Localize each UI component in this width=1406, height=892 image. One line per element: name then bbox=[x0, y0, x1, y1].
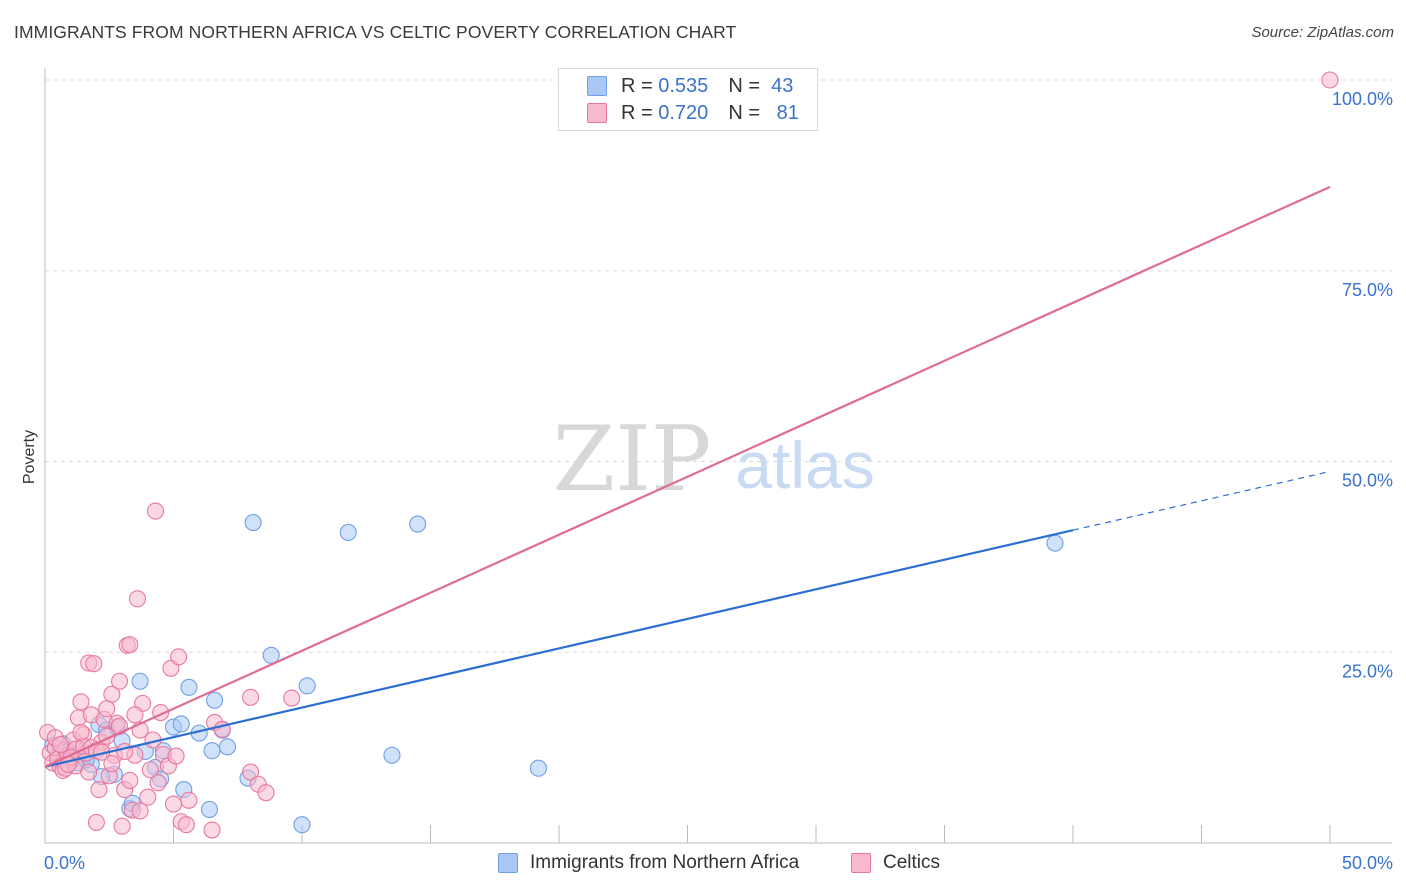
legend-item-celtics[interactable]: Celtics bbox=[851, 852, 940, 874]
point-immigrants bbox=[172, 715, 190, 733]
point-celtics bbox=[121, 771, 139, 789]
n-label: N = bbox=[728, 101, 760, 124]
point-immigrants bbox=[131, 672, 149, 690]
point-celtics bbox=[141, 761, 159, 779]
point-celtics bbox=[257, 784, 275, 802]
chart-title: IMMIGRANTS FROM NORTHERN AFRICA VS CELTI… bbox=[14, 22, 737, 42]
point-celtics bbox=[51, 736, 69, 754]
point-celtics bbox=[128, 590, 147, 608]
watermark: ZIP atlas bbox=[553, 407, 875, 512]
point-immigrants bbox=[529, 759, 547, 777]
tick-labels: 25.0% 50.0% 75.0% 100.0% 0.0% 50.0% bbox=[44, 89, 1393, 873]
point-celtics bbox=[164, 795, 183, 813]
point-immigrants bbox=[1046, 534, 1064, 552]
point-immigrants bbox=[203, 742, 221, 760]
n-value: 81 bbox=[776, 101, 799, 124]
stats-legend: R = 0.535 N = 43 R = 0.720 N = 81 bbox=[558, 68, 818, 131]
point-immigrants bbox=[409, 515, 427, 533]
point-immigrants bbox=[383, 746, 401, 764]
series-legend: Immigrants from Northern Africa Celtics bbox=[0, 852, 1406, 878]
legend-swatch-immigrants bbox=[498, 853, 518, 873]
point-celtics bbox=[87, 813, 105, 831]
point-celtics bbox=[90, 781, 108, 799]
point-celtics bbox=[126, 706, 144, 724]
point-celtics bbox=[203, 821, 221, 839]
point-immigrants bbox=[339, 523, 357, 542]
point-immigrants bbox=[206, 691, 224, 709]
point-celtics bbox=[149, 774, 167, 792]
point-celtics bbox=[72, 723, 90, 741]
n-label: N = bbox=[728, 74, 760, 97]
point-celtics bbox=[103, 755, 121, 773]
point-celtics bbox=[98, 700, 116, 718]
point-immigrants bbox=[262, 646, 280, 664]
point-celtics bbox=[113, 817, 131, 835]
legend-swatch-immigrants bbox=[587, 76, 607, 96]
x-tick-label: 50.0% bbox=[1342, 853, 1393, 873]
legend-swatch-celtics bbox=[851, 853, 871, 873]
point-celtics bbox=[85, 655, 103, 673]
point-immigrants bbox=[218, 738, 237, 756]
point-celtics bbox=[1321, 71, 1339, 89]
point-immigrants bbox=[244, 513, 262, 532]
axes bbox=[44, 68, 1392, 844]
point-celtics bbox=[146, 502, 165, 520]
point-celtics bbox=[139, 788, 157, 806]
y-axis-label: Poverty bbox=[21, 430, 38, 484]
data-points bbox=[39, 71, 1339, 839]
legend-swatch-celtics bbox=[587, 103, 607, 123]
trend-line-immigrants-extension bbox=[1072, 470, 1331, 531]
n-value: 43 bbox=[771, 74, 794, 97]
point-celtics bbox=[116, 742, 134, 760]
point-celtics bbox=[167, 747, 185, 765]
point-celtics bbox=[110, 672, 129, 690]
trend-line-immigrants bbox=[44, 529, 1074, 768]
point-celtics bbox=[80, 763, 98, 781]
y-tick-label: 100.0% bbox=[1332, 89, 1393, 109]
point-immigrants bbox=[298, 677, 316, 695]
point-immigrants bbox=[293, 816, 311, 834]
point-celtics bbox=[72, 693, 90, 711]
point-celtics bbox=[121, 636, 139, 654]
point-immigrants bbox=[180, 678, 198, 696]
r-label: R = bbox=[621, 101, 653, 124]
legend-label-celtics: Celtics bbox=[883, 852, 941, 873]
point-celtics bbox=[283, 689, 301, 707]
point-celtics bbox=[177, 816, 195, 834]
trend-line-celtics bbox=[44, 185, 1331, 768]
stats-legend-row-immigrants: R = 0.535 N = 43 bbox=[587, 74, 793, 98]
point-celtics bbox=[242, 763, 260, 781]
point-celtics bbox=[170, 648, 188, 666]
r-value: 0.535 bbox=[658, 74, 709, 97]
point-celtics bbox=[242, 688, 260, 706]
x-tick-label: 0.0% bbox=[44, 853, 85, 873]
point-celtics bbox=[131, 802, 149, 820]
trend-lines bbox=[44, 185, 1331, 768]
r-value: 0.720 bbox=[658, 101, 709, 124]
source-label: Source: ZipAtlas.com bbox=[1251, 24, 1394, 41]
stats-legend-row-celtics: R = 0.720 N = 81 bbox=[587, 101, 799, 125]
watermark-zip: ZIP bbox=[553, 407, 712, 512]
y-tick-label: 25.0% bbox=[1342, 661, 1393, 681]
y-tick-label: 50.0% bbox=[1342, 471, 1393, 491]
watermark-atlas: atlas bbox=[735, 428, 874, 502]
legend-label-immigrants: Immigrants from Northern Africa bbox=[530, 852, 800, 873]
point-celtics bbox=[180, 791, 198, 809]
point-immigrants bbox=[200, 800, 219, 818]
r-label: R = bbox=[621, 74, 653, 97]
gridlines bbox=[45, 79, 1392, 653]
y-tick-label: 75.0% bbox=[1342, 280, 1393, 300]
legend-item-immigrants[interactable]: Immigrants from Northern Africa bbox=[498, 852, 799, 874]
point-celtics bbox=[103, 685, 121, 703]
